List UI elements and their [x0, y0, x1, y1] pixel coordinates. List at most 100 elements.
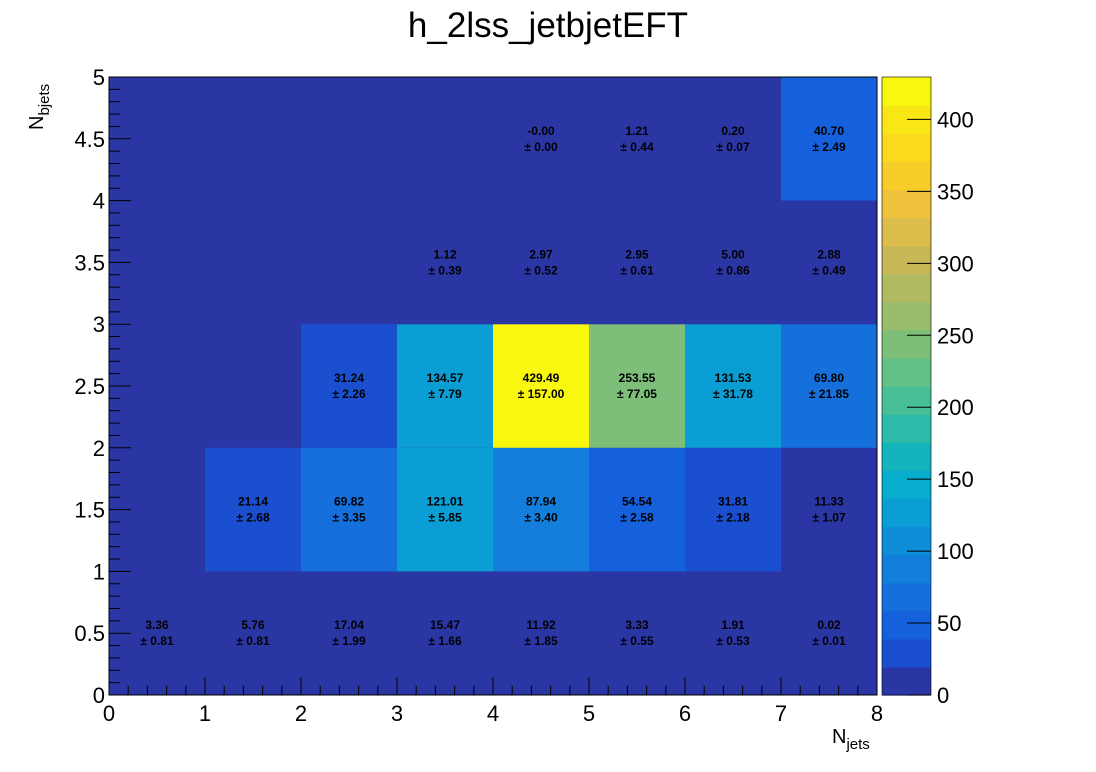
colorbar-frame — [881, 76, 932, 696]
y-tick-label: 0 — [93, 683, 105, 708]
heatmap-cell — [781, 447, 877, 572]
cell-value-label: 253.55 — [619, 371, 656, 385]
colorbar-segment — [882, 582, 931, 612]
cell-value-label: 429.49 — [523, 371, 560, 385]
cell-error-label: ± 2.68 — [236, 511, 270, 525]
cell-error-label: ± 2.18 — [716, 511, 750, 525]
cell-value-label: 3.36 — [145, 618, 169, 632]
colorbar-segment — [882, 414, 931, 443]
cell-error-label: ± 0.86 — [716, 263, 750, 277]
heatmap-cell-labels: 3.36 ± 0.81 5.76 ± 0.81 17.04 ± 1.99 15.47 ± 1.… — [140, 124, 849, 648]
colorbar-tick-label: 300 — [937, 251, 974, 276]
x-axis-label: Njets — [832, 726, 870, 753]
colorbar-segment — [882, 638, 931, 668]
heatmap-cell — [685, 447, 781, 572]
colorbar-segment — [882, 526, 931, 556]
heatmap-cell — [781, 200, 877, 325]
cell-error-label: ± 0.44 — [620, 140, 654, 154]
y-tick-label: 4.5 — [74, 127, 105, 152]
colorbar-segment — [882, 329, 931, 359]
cell-error-label: ± 0.81 — [140, 634, 174, 648]
cell-value-label: 1.91 — [721, 618, 745, 632]
cell-value-label: 11.33 — [814, 495, 844, 509]
colorbar-tick-label: 350 — [937, 179, 974, 204]
heatmap-cell — [781, 324, 877, 448]
cell-error-label: ± 2.58 — [620, 511, 654, 525]
colorbar-segment — [882, 610, 931, 640]
cell-value-label: 31.81 — [718, 495, 748, 509]
colorbar-segment — [882, 386, 931, 415]
cell-value-label: 31.24 — [334, 371, 364, 385]
heatmap-cell — [493, 77, 589, 201]
heatmap-cell — [493, 447, 589, 572]
colorbar-tick-label: 200 — [937, 395, 974, 420]
y-axis-label: Nbjets — [26, 84, 53, 130]
heatmap-cell — [301, 447, 397, 572]
cell-error-label: ± 1.66 — [428, 634, 462, 648]
cell-value-label: 69.80 — [814, 371, 844, 385]
cell-error-label: ± 1.85 — [524, 634, 558, 648]
cell-error-label: ± 0.01 — [812, 634, 846, 648]
cell-error-label: ± 0.55 — [620, 634, 654, 648]
colorbar-tick-label: 400 — [937, 107, 974, 132]
colorbar-segment — [882, 470, 931, 499]
cell-value-label: 0.02 — [817, 618, 841, 632]
cell-value-label: 121.01 — [427, 495, 464, 509]
colorbar-tick-label: 50 — [937, 611, 961, 636]
colorbar-tick-label: 0 — [937, 683, 949, 708]
cell-error-label: ± 157.00 — [518, 387, 565, 401]
x-tick-label: 7 — [775, 701, 787, 726]
cell-value-label: -0.00 — [527, 124, 555, 138]
heatmap-cell — [205, 571, 301, 695]
cell-value-label: 69.82 — [334, 495, 364, 509]
heatmap-cell — [781, 571, 877, 695]
plot-axes: 0 1 2 3 4 5 6 7 8 0 0.5 1 1.5 2 2.5 3 3.5 4 4.5 5 — [74, 65, 883, 726]
heatmap-cell — [397, 571, 493, 695]
x-tick-label: 4 — [487, 701, 499, 726]
x-tick-label: 2 — [295, 701, 307, 726]
cell-value-label: 5.00 — [721, 247, 745, 261]
heatmap-cell — [589, 77, 685, 201]
colorbar-tick-label: 250 — [937, 323, 974, 348]
cell-value-label: 2.97 — [529, 247, 553, 261]
y-tick-label: 3.5 — [74, 250, 105, 275]
colorbar-segment — [882, 189, 931, 219]
cell-error-label: ± 31.78 — [713, 387, 753, 401]
cell-value-label: 87.94 — [526, 495, 556, 509]
colorbar: 0 50 100 150 200 250 300 350 400 — [881, 76, 974, 708]
heatmap-cell — [397, 324, 493, 448]
cell-value-label: 15.47 — [430, 618, 460, 632]
cell-error-label: ± 0.52 — [524, 263, 558, 277]
x-tick-label: 5 — [583, 701, 595, 726]
cell-value-label: 2.88 — [817, 247, 841, 261]
heatmap-cell — [493, 571, 589, 695]
heatmap-cell — [589, 571, 685, 695]
heatmap-cells — [109, 77, 877, 695]
y-tick-label: 2.5 — [74, 374, 105, 399]
y-tick-label: 0.5 — [74, 621, 105, 646]
cell-value-label: 2.95 — [625, 247, 649, 261]
cell-value-label: 3.33 — [625, 618, 649, 632]
chart-title: h_2lss_jetbjetEFT — [408, 6, 688, 45]
colorbar-segment — [882, 161, 931, 190]
heatmap-cell — [493, 200, 589, 325]
x-tick-label: 6 — [679, 701, 691, 726]
x-axis-label-sub: jets — [845, 736, 869, 753]
colorbar-segment — [882, 133, 931, 162]
heatmap-cell — [589, 200, 685, 325]
cell-value-label: 0.20 — [721, 124, 745, 138]
cell-error-label: ± 3.35 — [332, 511, 366, 525]
y-tick-label: 4 — [93, 189, 105, 214]
y-axis-label-sub: bjets — [36, 84, 53, 116]
cell-error-label: ± 0.07 — [716, 140, 750, 154]
cell-error-label: ± 0.81 — [236, 634, 270, 648]
y-axis-label-main: N — [26, 116, 48, 130]
x-tick-label: 3 — [391, 701, 403, 726]
colorbar-segment — [882, 77, 931, 106]
heatmap-cell — [685, 571, 781, 695]
colorbar-segment — [882, 498, 931, 528]
heatmap-cell — [589, 324, 685, 448]
colorbar-segment — [882, 217, 931, 247]
cell-error-label: ± 0.00 — [524, 140, 558, 154]
